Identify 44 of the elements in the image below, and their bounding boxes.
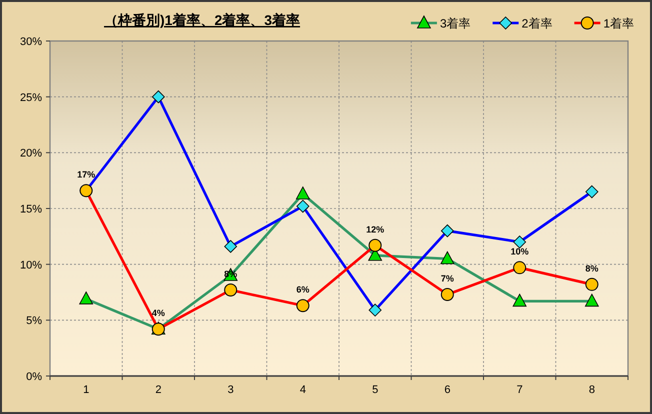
y-tick-label: 10% [20, 259, 42, 272]
point [224, 240, 238, 253]
chart-title: （枠番別)1着率、2着率、3着率 [104, 12, 300, 28]
x-tick-label: 4 [300, 384, 306, 396]
legend-label: 3着率 [440, 16, 471, 30]
x-tick-label: 1 [83, 384, 90, 396]
data-label: 6% [296, 284, 310, 295]
point [584, 294, 599, 307]
x-tick-label: 6 [444, 384, 450, 396]
point [296, 299, 310, 312]
legend-label: 2着率 [522, 16, 552, 30]
x-tick-label: 2 [155, 384, 162, 396]
legend-label: 1着率 [603, 16, 634, 30]
point [79, 292, 94, 304]
x-tick-label: 8 [588, 384, 595, 396]
data-label: 4% [152, 308, 165, 318]
data-label: 8% [585, 263, 598, 274]
y-tick-label: 15% [20, 204, 42, 216]
point [296, 200, 310, 213]
y-tick-label: 25% [20, 92, 42, 104]
x-tick-label: 3 [228, 384, 234, 396]
data-label: 10% [510, 246, 529, 257]
y-tick-label: 0% [26, 371, 42, 383]
y-tick-label: 5% [26, 315, 42, 328]
point [224, 284, 238, 297]
point [152, 90, 165, 104]
point [368, 304, 382, 317]
point [296, 186, 310, 200]
point [440, 288, 454, 301]
data-label: 7% [440, 273, 454, 284]
point [513, 236, 526, 248]
point [513, 261, 526, 274]
x-tick-label: 5 [372, 384, 378, 396]
point [440, 224, 454, 238]
y-tick-label: 20% [20, 148, 42, 160]
x-tick-label: 7 [516, 384, 523, 396]
point [512, 294, 527, 307]
point [585, 185, 598, 198]
point [585, 278, 598, 291]
point [440, 251, 454, 264]
data-label: 17% [77, 170, 96, 180]
data-label: 12% [366, 224, 384, 234]
y-tick-label: 30% [20, 36, 42, 48]
point [368, 238, 382, 252]
